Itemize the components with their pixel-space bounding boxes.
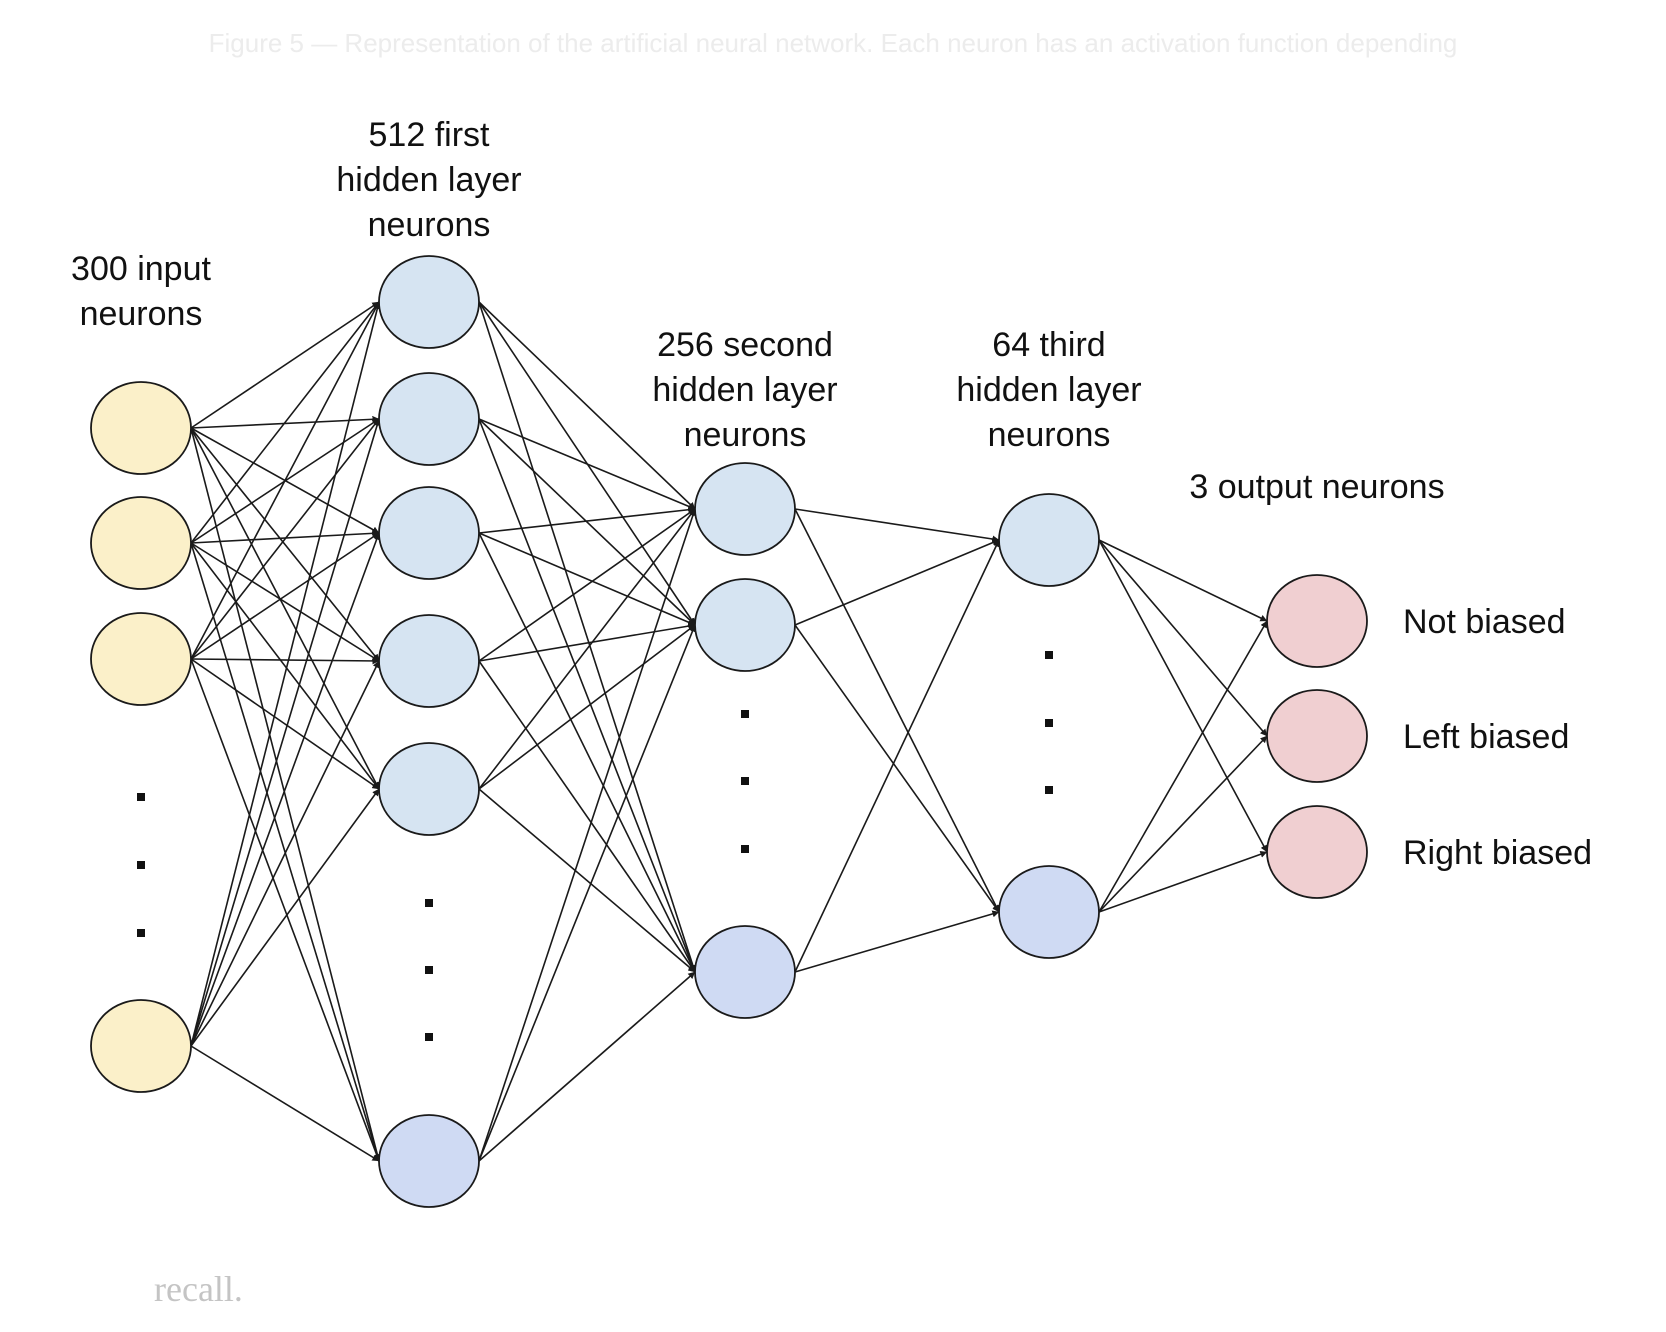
connection-1-3-2 — [478, 660, 696, 973]
ellipsis-dot-layer1-0 — [425, 899, 433, 907]
neuron-layer0-2 — [90, 612, 192, 706]
neuron-layer3-1 — [998, 865, 1100, 959]
connection-1-1-0 — [478, 418, 696, 510]
connection-1-2-2 — [478, 532, 696, 973]
connection-1-5-0 — [478, 508, 697, 1162]
layer-label-1: 512 first hidden layer neurons — [336, 116, 521, 244]
neuron-layer4-0 — [1266, 574, 1368, 668]
connection-1-3-0 — [478, 508, 696, 662]
ellipsis-dot-layer0-2 — [137, 929, 145, 937]
connection-2-2-0 — [794, 539, 1000, 973]
connection-0-3-0 — [190, 301, 381, 1047]
connection-0-3-3 — [190, 660, 380, 1047]
connection-1-4-1 — [478, 624, 696, 790]
ellipsis-dots — [137, 651, 1053, 1041]
ellipsis-dot-layer3-1 — [1045, 719, 1053, 727]
layer-label-2: 256 second hidden layer neurons — [652, 326, 837, 454]
connections — [190, 301, 1268, 1162]
ellipsis-dot-layer0-1 — [137, 861, 145, 869]
connection-0-2-2 — [190, 532, 380, 660]
output-label-0: Not biased — [1403, 603, 1566, 641]
connection-0-2-0 — [190, 301, 380, 660]
neuron-layer4-2 — [1266, 805, 1368, 899]
ellipsis-dot-layer2-0 — [741, 710, 749, 718]
connection-0-3-5 — [190, 1045, 380, 1162]
output-label-1: Left biased — [1403, 718, 1569, 756]
connection-1-5-1 — [478, 624, 696, 1162]
figure-caption: Figure 5 — Representation of the artific… — [208, 28, 1458, 58]
neuron-layer1-2 — [378, 486, 480, 580]
connection-0-2-5 — [190, 658, 380, 1162]
connection-0-1-3 — [190, 542, 380, 662]
connection-3-0-0 — [1098, 539, 1268, 622]
ellipsis-dot-layer3-0 — [1045, 651, 1053, 659]
connection-0-3-2 — [190, 532, 380, 1047]
connection-2-1-1 — [794, 624, 1000, 913]
neuron-layer2-2 — [694, 925, 796, 1019]
neuron-layer2-1 — [694, 578, 796, 672]
ellipsis-dot-layer2-2 — [741, 845, 749, 853]
connection-1-4-2 — [478, 788, 696, 973]
connection-0-0-4 — [190, 427, 380, 790]
connection-1-5-2 — [478, 971, 696, 1162]
neuron-layer1-4 — [378, 742, 480, 836]
connection-2-2-1 — [794, 910, 1000, 973]
neuron-layer1-5 — [378, 1114, 480, 1208]
connection-3-1-0 — [1098, 620, 1268, 913]
ellipsis-dot-layer3-2 — [1045, 786, 1053, 794]
layer-label-0: 300 input neurons — [71, 250, 211, 333]
connection-2-1-0 — [794, 539, 1000, 626]
layer-labels: 300 input neurons 512 first hidden layer neu… — [71, 116, 1592, 872]
neuron-layer1-3 — [378, 614, 480, 708]
connection-0-2-1 — [190, 418, 380, 660]
connection-0-0-5 — [190, 427, 381, 1162]
connection-3-0-2 — [1098, 539, 1268, 853]
connection-0-1-0 — [190, 301, 380, 544]
connection-1-4-0 — [478, 508, 696, 790]
connection-0-2-3 — [190, 657, 380, 665]
neurons — [90, 255, 1368, 1208]
ellipsis-dot-layer1-2 — [425, 1033, 433, 1041]
neuron-layer0-3 — [90, 999, 192, 1093]
neuron-layer4-1 — [1266, 689, 1368, 783]
connection-1-2-1 — [478, 532, 696, 626]
connection-3-0-1 — [1098, 539, 1268, 737]
ellipsis-dot-layer2-1 — [741, 777, 749, 785]
connection-2-0-0 — [794, 508, 1000, 543]
neuron-layer2-0 — [694, 462, 796, 556]
layer-label-4: 3 output neurons — [1189, 468, 1444, 506]
connection-0-3-4 — [190, 788, 380, 1047]
connection-3-1-1 — [1098, 735, 1268, 913]
connection-1-2-0 — [478, 506, 696, 534]
connection-0-1-4 — [190, 542, 380, 790]
neuron-layer0-0 — [90, 381, 192, 475]
ellipsis-dot-layer0-0 — [137, 793, 145, 801]
ellipsis-dot-layer1-1 — [425, 966, 433, 974]
neuron-layer0-1 — [90, 496, 192, 590]
connection-0-0-0 — [190, 301, 380, 429]
neuron-layer1-0 — [378, 255, 480, 349]
connection-1-0-0 — [478, 301, 696, 510]
connection-0-2-4 — [190, 658, 380, 790]
connection-2-0-1 — [794, 508, 1000, 913]
neuron-layer1-1 — [378, 372, 480, 466]
output-label-2: Right biased — [1403, 834, 1592, 872]
connection-0-3-1 — [190, 418, 381, 1047]
connection-1-1-1 — [478, 418, 696, 626]
layer-label-3: 64 third hidden layer neurons — [956, 326, 1141, 454]
connection-3-1-2 — [1098, 850, 1268, 913]
connection-1-3-1 — [478, 622, 696, 662]
body-text-fragment: recall. — [154, 1269, 243, 1309]
neuron-layer3-0 — [998, 493, 1100, 587]
connection-1-1-2 — [478, 418, 696, 973]
connection-0-0-3 — [190, 427, 380, 662]
connection-1-0-2 — [478, 301, 697, 973]
